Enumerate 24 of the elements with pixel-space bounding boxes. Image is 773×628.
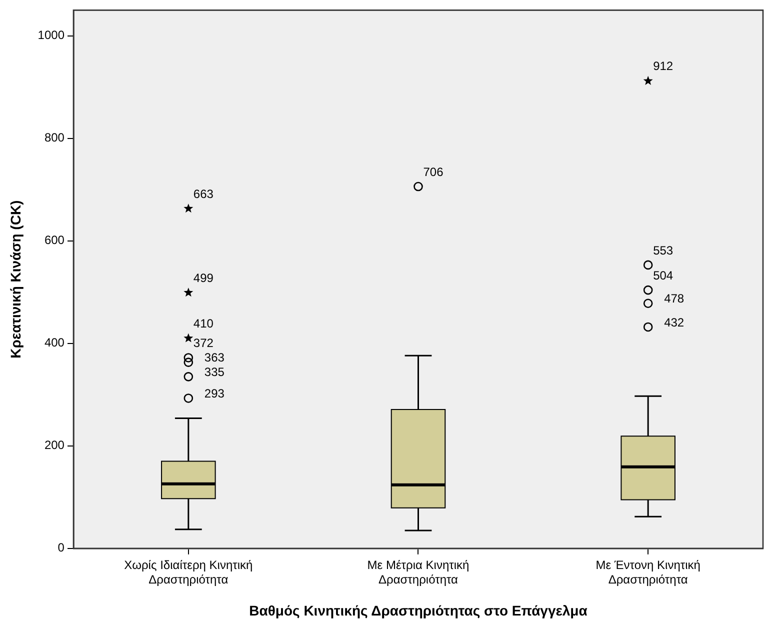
x-tick-label: Με Μέτρια Κινητική Δραστηριότητα [367, 558, 470, 586]
annotation: 432 [664, 315, 684, 330]
x-axis-title: Βαθμός Κινητικής Δραστηριότητας στο Επάγγελμα [249, 602, 588, 618]
annotation: 504 [653, 268, 674, 282]
y-tick-label: 400 [44, 336, 65, 350]
annotation: 663 [193, 186, 214, 201]
annotation: 706 [423, 164, 444, 179]
annotation: 410 [193, 316, 214, 331]
x-tick-label: Με Έντονη Κινητική Δραστηριότητα [596, 558, 700, 586]
annotation: 553 [653, 243, 674, 258]
y-tick-label: 1000 [38, 28, 65, 42]
x-tick-label: Χωρίς Ιδιαίτερη Κινητική Δραστηριότητα [124, 558, 253, 586]
annotation: 335 [204, 365, 225, 379]
y-tick-label: 800 [44, 130, 65, 145]
y-axis-title: Κρεατινική Κινάση (CK) [7, 200, 24, 358]
annotation: 363 [204, 350, 225, 365]
annotation: 912 [653, 59, 674, 74]
annotation: 478 [664, 292, 684, 306]
annotation: 499 [193, 270, 214, 285]
y-tick-label: 600 [44, 233, 65, 248]
y-tick-label: 200 [44, 438, 65, 452]
y-tick-label: 0 [58, 540, 65, 555]
annotation: 372 [193, 336, 214, 350]
annotation: 293 [204, 386, 225, 401]
